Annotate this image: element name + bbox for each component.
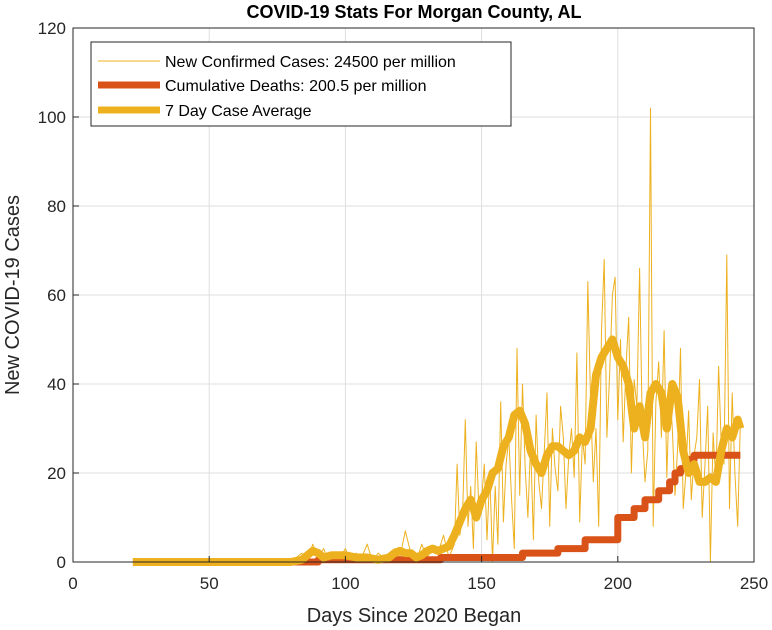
x-tick-label: 150 <box>467 574 495 593</box>
legend-label-new-cases: New Confirmed Cases: 24500 per million <box>165 54 456 71</box>
x-tick-label: 50 <box>200 574 219 593</box>
x-tick-label: 100 <box>331 574 359 593</box>
legend-box <box>90 41 512 127</box>
legend-label-7day: 7 Day Case Average <box>165 103 312 120</box>
y-tick-label: 20 <box>47 464 66 483</box>
x-axis-label: Days Since 2020 Began <box>307 605 522 627</box>
x-tick-label: 250 <box>740 574 768 593</box>
legend: New Confirmed Cases: 24500 per million C… <box>90 41 512 127</box>
y-tick-label: 40 <box>47 375 66 394</box>
y-axis-label: New COVID-19 Cases <box>2 195 24 395</box>
series-layer <box>132 107 745 566</box>
y-tick-label: 60 <box>47 286 66 305</box>
y-tick-label: 100 <box>38 108 66 127</box>
y-tick-label: 0 <box>57 553 66 572</box>
tick-marks <box>72 27 755 563</box>
legend-label-deaths: Cumulative Deaths: 200.5 per million <box>165 78 426 95</box>
chart-title: COVID-19 Stats For Morgan County, AL <box>246 2 581 22</box>
tick-labels: 0 50 100 150 200 250 0 20 40 60 80 100 120 <box>38 19 769 593</box>
x-tick-label: 200 <box>604 574 632 593</box>
y-tick-label: 120 <box>38 19 66 38</box>
x-tick-label: 0 <box>68 574 77 593</box>
y-tick-label: 80 <box>47 197 66 216</box>
series-7-day-average <box>132 335 745 566</box>
